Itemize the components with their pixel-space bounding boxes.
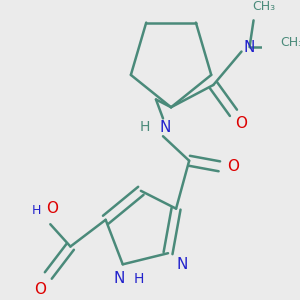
Text: N: N	[244, 40, 255, 55]
Text: N: N	[176, 257, 188, 272]
Text: CH₃: CH₃	[252, 1, 275, 13]
Text: N: N	[159, 120, 171, 135]
Text: N: N	[113, 271, 124, 286]
Text: H: H	[140, 120, 150, 134]
Text: O: O	[34, 283, 46, 298]
Text: CH₃: CH₃	[280, 36, 300, 49]
Text: H: H	[134, 272, 144, 286]
Text: H: H	[32, 204, 41, 218]
Text: O: O	[46, 201, 58, 216]
Text: O: O	[236, 116, 247, 131]
Text: O: O	[227, 159, 239, 174]
